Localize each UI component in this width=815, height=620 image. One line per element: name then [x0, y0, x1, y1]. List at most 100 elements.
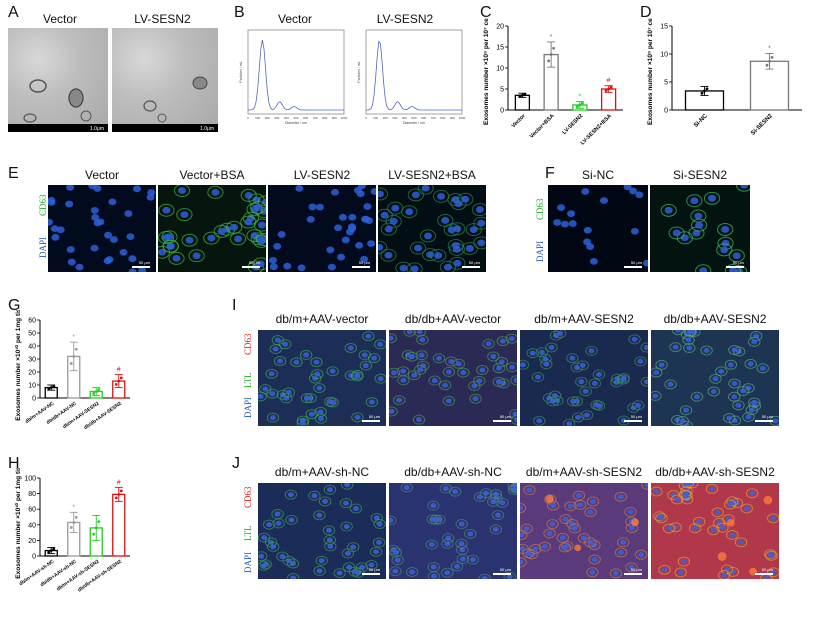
- panel-i-cells-1: [389, 330, 517, 425]
- tem-scale-bar: [8, 124, 108, 132]
- data-point: [74, 347, 78, 351]
- scale-bar: [624, 420, 642, 422]
- panel-e-title-2: LV-SESN2: [293, 168, 351, 182]
- cell-outline: [405, 351, 419, 362]
- cell-outline: [489, 524, 503, 535]
- cell-outline: [562, 418, 576, 426]
- nucleus: [274, 337, 281, 343]
- cell-outline: [442, 366, 456, 377]
- cell-outline: [438, 380, 452, 391]
- panel-e-stain-cd63: CD63: [38, 194, 48, 216]
- nucleus: [378, 190, 384, 198]
- scale-bar: [624, 573, 642, 575]
- cell-outline: [653, 511, 666, 522]
- cell-outline: [505, 362, 517, 373]
- cell-outline: [158, 203, 175, 217]
- tem-image-lv-sesn2: 1.0μm: [112, 28, 218, 132]
- nucleus: [230, 223, 239, 231]
- nta-x-tick-label: 300: [392, 116, 397, 120]
- nucleus: [316, 512, 323, 518]
- nucleus: [363, 203, 372, 210]
- nucleus: [355, 241, 364, 249]
- cell-outline: [262, 519, 276, 530]
- scale-bar: [624, 266, 642, 268]
- cell-outline: [767, 567, 779, 578]
- nta-x-tick-label: 1000: [459, 116, 466, 120]
- nucleus: [421, 185, 430, 192]
- cell-outline: [271, 335, 284, 346]
- cell-outline: [651, 367, 663, 378]
- tem-vesicles-vector: [23, 79, 92, 123]
- cd63-spot: [631, 518, 639, 527]
- nucleus: [334, 224, 343, 232]
- nucleus: [485, 341, 492, 347]
- cell-outline: [679, 405, 693, 416]
- nucleus: [269, 415, 276, 421]
- panel-e-cells-0: [48, 185, 156, 272]
- cell-outline: [415, 350, 428, 361]
- nucleus: [772, 418, 779, 424]
- panel-i-image-1: 50 μm: [389, 330, 517, 426]
- panel-i-stain-dapi: DAPI: [243, 396, 253, 418]
- nucleus: [494, 512, 501, 518]
- nucleus: [712, 376, 719, 382]
- y-tick-label: 0: [500, 108, 504, 115]
- nucleus: [747, 361, 754, 367]
- cell-outline: [670, 494, 684, 505]
- nucleus: [442, 486, 449, 492]
- nucleus: [721, 226, 730, 233]
- cell-outline: [461, 241, 478, 255]
- cell-outline: [736, 185, 750, 192]
- cell-outline: [473, 216, 486, 230]
- nucleus: [254, 204, 263, 211]
- nucleus: [371, 355, 378, 361]
- nucleus: [583, 412, 590, 418]
- cell-outline: [543, 528, 556, 539]
- nucleus: [452, 489, 459, 495]
- panel-e-image-3: 50 μm: [378, 185, 486, 272]
- nucleus: [674, 330, 681, 333]
- scale-bar: [755, 420, 773, 422]
- cell-outline: [259, 559, 273, 570]
- panel-label-f: F: [545, 165, 555, 182]
- nucleus: [266, 522, 273, 528]
- cell-outline: [556, 532, 569, 543]
- cell-outline: [468, 380, 481, 391]
- cell-outline: [441, 567, 454, 578]
- cell-outline: [314, 413, 328, 424]
- nucleus: [275, 520, 282, 526]
- nucleus: [389, 408, 395, 415]
- cell-outline: [290, 357, 303, 368]
- cell-outline: [471, 203, 486, 217]
- nucleus: [716, 520, 723, 526]
- cell-outline: [655, 359, 668, 370]
- nucleus: [743, 505, 750, 512]
- nucleus: [434, 252, 443, 259]
- cell-outline: [310, 357, 323, 368]
- nucleus: [770, 515, 777, 521]
- nucleus: [635, 402, 642, 408]
- nucleus: [103, 257, 112, 265]
- cell-outline: [450, 561, 464, 572]
- cell-outline: [545, 342, 558, 353]
- panel-e-cells-3: [378, 185, 486, 272]
- scale-bar-label: 50 μm: [358, 260, 370, 265]
- nta-x-tick-label: 500: [293, 116, 298, 120]
- nucleus: [442, 382, 449, 388]
- nucleus: [593, 402, 600, 408]
- nucleus: [552, 393, 559, 399]
- nucleus: [389, 217, 398, 225]
- cell-outline: [326, 366, 339, 377]
- nucleus: [643, 259, 648, 267]
- cell-outline: [658, 564, 671, 575]
- nucleus: [430, 503, 437, 509]
- nucleus: [477, 239, 486, 247]
- cell-outline: [503, 571, 516, 579]
- nucleus: [661, 567, 668, 573]
- significance-mark: #: [117, 367, 121, 374]
- nucleus: [454, 200, 463, 207]
- nucleus: [453, 259, 462, 267]
- data-point: [609, 85, 613, 89]
- nucleus: [690, 197, 699, 205]
- nucleus: [644, 483, 648, 488]
